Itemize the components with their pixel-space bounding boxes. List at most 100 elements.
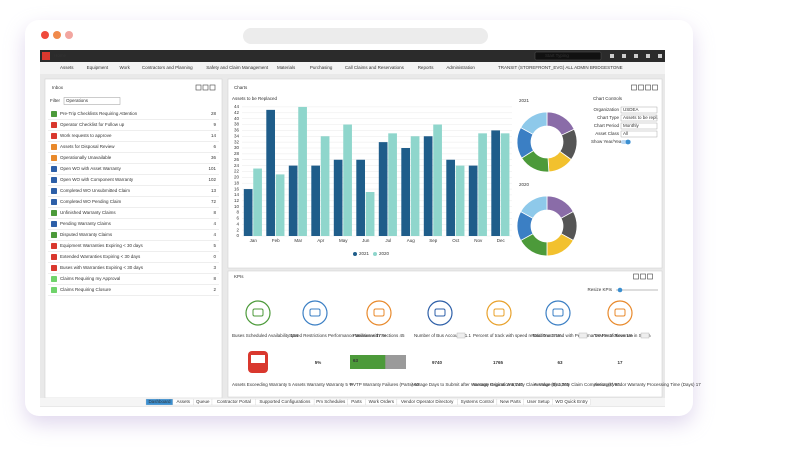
control-value: All (623, 131, 628, 136)
kpi-icon[interactable] (607, 300, 633, 326)
menu-item: Work (120, 65, 131, 70)
y-tick-label: 26 (234, 157, 240, 162)
y-tick-label: 20 (234, 175, 240, 180)
kpi-icon[interactable] (302, 300, 328, 326)
kpi-icon[interactable] (366, 300, 392, 326)
kpi-label: TAM % of Revenue in S 1 % (594, 333, 651, 338)
status-icon[interactable] (51, 166, 57, 172)
status-icon[interactable] (51, 188, 57, 194)
kpi-icon-glyph (434, 308, 446, 317)
status-icon[interactable] (51, 133, 57, 139)
kpi-label: PVTP Warranty Failures (Parts) 63 (350, 382, 420, 387)
kpi-icon[interactable] (545, 300, 571, 326)
panel-icon[interactable] (633, 273, 639, 280)
panel-icon[interactable] (631, 84, 637, 91)
status-icon[interactable] (51, 221, 57, 227)
status-icon[interactable] (51, 210, 57, 216)
bar (455, 165, 465, 236)
menu-item: Materials (277, 65, 296, 70)
panel-icon[interactable] (638, 84, 644, 91)
window-dot (53, 31, 61, 39)
header-icon[interactable] (634, 54, 638, 58)
status-icon[interactable] (51, 254, 57, 260)
inbox-item: Open WO with Asset Warranty (60, 166, 122, 171)
bar (446, 159, 455, 236)
status-icon[interactable] (51, 177, 57, 183)
tab-label: WO Quick Entry (555, 399, 588, 404)
panel-icon[interactable] (647, 273, 653, 280)
header-icon[interactable] (658, 54, 662, 58)
inbox-item: Pending Warranty Claims (60, 221, 112, 226)
kpi-icon-glyph (373, 308, 385, 317)
address-bar[interactable] (243, 28, 488, 44)
status-icon[interactable] (51, 122, 57, 128)
y-tick-label: 16 (234, 186, 240, 191)
kpi-label: Number of Bus Accounts 1.1 (414, 333, 472, 338)
control-label: Chart Period (594, 123, 620, 128)
bar (423, 136, 433, 236)
y-tick-label: 2 (236, 227, 239, 232)
status-icon[interactable] (51, 111, 57, 117)
more-button[interactable] (578, 332, 588, 339)
tab-label: Contractor Portal (217, 399, 251, 404)
home-label: Home (54, 53, 67, 58)
bar (343, 124, 352, 236)
control-select[interactable] (620, 122, 658, 130)
search-box[interactable] (534, 51, 602, 61)
x-tick-label: Nov (474, 238, 483, 243)
app-logo[interactable] (42, 52, 50, 60)
panel-icon[interactable] (202, 84, 209, 91)
control-select[interactable] (620, 106, 658, 114)
x-tick-label: Dec (497, 238, 506, 243)
header-icon[interactable] (646, 54, 650, 58)
inbox-count: 101 (208, 166, 216, 171)
toggle-knob[interactable] (625, 139, 631, 145)
inbox-count: 13 (211, 188, 217, 193)
panel-icon[interactable] (640, 273, 646, 280)
status-icon[interactable] (51, 155, 57, 161)
status-icon[interactable] (51, 243, 57, 249)
control-value: Assets to be repl. (623, 115, 658, 120)
header-icon[interactable] (622, 54, 626, 58)
menu-item: Safety and Claim Management (206, 65, 269, 70)
kpi-icon[interactable] (245, 300, 271, 326)
status-icon[interactable] (51, 265, 57, 271)
kpi-icon-glyph (252, 308, 264, 317)
panel-icon[interactable] (645, 84, 651, 91)
panel-icon[interactable] (652, 84, 658, 91)
x-tick-label: Jan (250, 238, 258, 243)
x-tick-label: Jul (385, 238, 391, 243)
bar (468, 165, 478, 236)
kpi-icon[interactable] (486, 300, 512, 326)
slider-knob[interactable] (617, 287, 623, 293)
control-select[interactable] (620, 114, 658, 122)
x-tick-label: Sep (429, 238, 438, 243)
status-icon[interactable] (51, 144, 57, 150)
status-icon[interactable] (51, 276, 57, 282)
control-select[interactable] (620, 130, 658, 138)
controls-title: Chart Controls (593, 96, 623, 101)
bar (356, 159, 365, 236)
status-icon[interactable] (51, 232, 57, 238)
app-header (40, 50, 665, 62)
status-icon[interactable] (51, 199, 57, 205)
panel-icon[interactable] (195, 84, 202, 91)
kpi-label: Speed Restrictions Performance Measures … (289, 333, 386, 338)
y-tick-label: 14 (234, 192, 240, 197)
status-icon[interactable] (51, 287, 57, 293)
tab[interactable] (552, 398, 591, 406)
tab-label: Work Orders (369, 399, 395, 404)
filter-select[interactable] (63, 97, 121, 105)
inbox-panel (44, 78, 223, 399)
inbox-count: 9 (213, 122, 216, 127)
inbox-count: 28 (211, 111, 217, 116)
panel-icon[interactable] (209, 84, 216, 91)
more-button[interactable] (456, 332, 466, 339)
kpi-icon[interactable] (427, 300, 453, 326)
y-tick-label: 40 (234, 116, 240, 121)
bar (410, 136, 420, 236)
inbox-count: 5 (213, 243, 216, 248)
inbox-count: 14 (211, 133, 217, 138)
more-button[interactable] (640, 332, 650, 339)
header-icon[interactable] (610, 54, 614, 58)
